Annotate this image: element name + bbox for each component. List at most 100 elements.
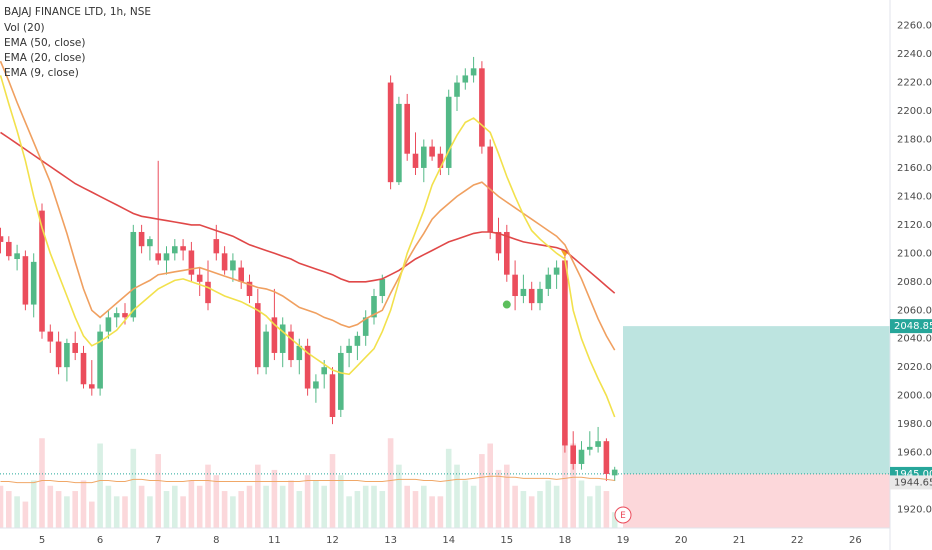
candle-body [296,345,303,361]
candle-body [379,278,386,297]
volume-bar [462,480,469,528]
indicator-lines [0,60,616,484]
volume-bar [39,438,45,528]
volume-bar [105,485,112,528]
volume-bar [130,448,137,528]
candle-body [30,261,37,305]
candle-body [396,103,402,183]
candle-body [22,256,29,305]
volume-bar [89,501,95,528]
candle-body [545,274,552,289]
candles: E [0,56,632,524]
volume-bar [72,491,78,528]
candle-body [329,374,336,417]
y-tick-label: 2040.00 [897,334,932,345]
candle-body [39,210,45,332]
volume-bar [371,485,377,528]
x-tick-label: 22 [791,535,804,546]
candle-body [6,241,12,257]
legend-entry: EMA (20, close) [4,52,86,64]
volume-bar [603,491,610,528]
volume-bar [329,454,336,528]
candle-body [371,296,377,318]
y-tick-label: 1960.00 [897,448,932,459]
candle-body [462,75,469,83]
candle-body [230,260,236,271]
volume-bar [562,438,568,528]
y-tick-label: 2020.00 [897,362,932,373]
volume-bar [504,464,510,528]
volume-bar [238,491,244,528]
candle-body [155,253,161,261]
candle-body [429,146,435,157]
volume-bar [578,480,585,528]
volume-bar [528,496,535,528]
candle-body [611,469,618,476]
legend-entry: Vol (20) [4,22,45,34]
volume-bar [230,496,236,528]
volume-bar [338,475,344,528]
candle-body [512,274,518,297]
candle-body [421,146,427,168]
candle-body [528,288,535,304]
candle-body [172,246,178,254]
x-tick-label: 19 [617,535,630,546]
loss-zone [623,473,890,528]
y-tick-label: 2260.00 [897,21,932,32]
volume-bar [479,454,485,528]
volume-bar [246,485,253,528]
volume-bar [553,485,560,528]
candle-body [570,445,576,464]
candle-body [279,324,286,353]
candle-body [221,253,228,271]
candle-body [246,281,253,297]
volume-bar [14,496,20,528]
x-tick-label: 26 [849,535,862,546]
volume-bar [288,480,294,528]
candle-body [387,82,394,183]
volume-bar [147,496,153,528]
volume-bar [520,491,527,528]
candle-body [562,260,568,446]
price-tag [890,319,932,334]
y-tick-label: 2100.00 [897,248,932,259]
candle-body [55,341,62,368]
candle-body [147,239,153,247]
x-tick-label: 5 [39,535,45,546]
candle-body [263,331,269,368]
volume-bar [271,469,278,528]
candle-body [130,231,137,318]
volume-bar [255,464,261,528]
volume-bar [354,491,361,528]
candle-body [313,381,319,389]
volume-bar [437,496,444,528]
volume-bar [304,475,311,528]
candle-body [196,274,203,282]
candle-body [105,317,112,332]
y-tick-label: 2120.00 [897,220,932,231]
position-tool [0,326,890,528]
x-tick-label: 8 [213,535,219,546]
volume-bar [55,491,62,528]
volume-bar [487,443,493,528]
candle-body [72,342,78,353]
x-tick-label: 11 [268,535,281,546]
volume-bar [163,491,170,528]
volume-bar [454,464,460,528]
event-badge [614,506,632,524]
x-tick-label: 13 [384,535,397,546]
volume-bar [379,491,386,528]
volume-bar [22,501,29,528]
volume-bar [387,438,394,528]
volume-bar [263,485,269,528]
volume-bar [188,480,195,528]
candle-body [47,331,54,342]
volume-bar [6,491,12,528]
volume-bar [279,485,286,528]
ema-line [0,60,616,351]
volume-bar [122,496,128,528]
volume-bar [30,480,37,528]
candle-body [445,96,452,168]
candle-body [354,335,361,346]
